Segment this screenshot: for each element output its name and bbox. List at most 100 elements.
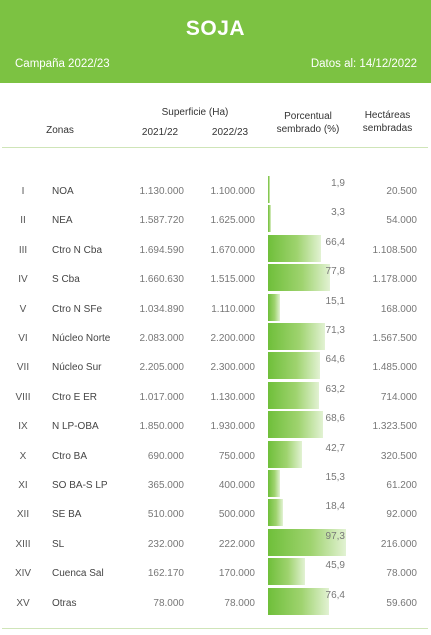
- table-row: IX N LP-OBA 1.850.000 1.930.000 68,6 1.323.50…: [0, 411, 431, 449]
- hectares-sown: 20.500: [386, 186, 417, 197]
- table-row: III Ctro N Cba 1.694.590 1.670.000 66,4 1.108…: [0, 234, 431, 273]
- col-header-porcentual-line2: sembrado (%): [276, 124, 340, 135]
- zone-number: II: [20, 215, 26, 227]
- progress-bar: [268, 558, 305, 586]
- table-row: VI Núcleo Norte 2.083.000 2.200.000 71,3 1.56…: [0, 323, 431, 361]
- surface-2021-22: 1.130.000: [139, 186, 185, 197]
- progress-bar: [268, 440, 303, 468]
- header-banner: SOJA Campaña 2022/23 Datos al: 14/12/202…: [0, 0, 431, 83]
- zone-name: Ctro BA: [52, 450, 88, 462]
- percent-sown: 64,6: [325, 354, 345, 366]
- zone-name: Núcleo Norte: [52, 333, 111, 344]
- surface-2022-23: 170.000: [218, 568, 255, 580]
- progress-bar: [268, 381, 319, 409]
- zone-name: Núcleo Sur: [52, 362, 102, 374]
- table-row: XIII SL 232.000 222.000 97,3 216.000: [0, 528, 431, 567]
- zone-name: S Cba: [52, 274, 80, 286]
- zone-name: Cuenca Sal: [52, 568, 104, 580]
- progress-bar: [268, 323, 326, 350]
- hectares-sown: 59.600: [386, 597, 417, 609]
- surface-2021-22: 1.660.630: [139, 274, 185, 286]
- percent-sown: 3,3: [331, 207, 345, 219]
- surface-2021-22: 1.034.890: [139, 303, 185, 315]
- zone-name: N LP-OBA: [52, 421, 99, 433]
- col-header-2021-22: 2021/22: [141, 127, 179, 138]
- table-row: XI SO BA-S LP 365.000 400.000 15,3 61.200: [0, 470, 431, 508]
- progress-bar: [268, 205, 271, 233]
- hectares-sown: 1.485.000: [372, 362, 418, 374]
- zone-number: XIV: [14, 568, 32, 580]
- hectares-sown: 320.500: [380, 450, 417, 462]
- zone-name: SE BA: [52, 509, 82, 521]
- zone-number: XII: [16, 509, 30, 521]
- hectares-sown: 1.108.500: [372, 244, 418, 256]
- zone-number: XV: [16, 597, 30, 609]
- col-header-porcentual-line1: Porcentual: [284, 111, 332, 122]
- zone-name: Ctro N Cba: [52, 244, 103, 256]
- table-row: V Ctro N SFe 1.034.890 1.110.000 15,1 168.000: [0, 293, 431, 332]
- surface-2021-22: 232.000: [147, 538, 184, 550]
- footer-divider: [2, 628, 428, 629]
- table-row: X Ctro BA 690.000 750.000 42,7 320.500: [0, 440, 431, 479]
- surface-2021-22: 162.170: [147, 568, 184, 580]
- col-header-2022-23: 2022/23: [211, 127, 249, 138]
- surface-2022-23: 400.000: [218, 480, 255, 491]
- table-row: VII Núcleo Sur 2.205.000 2.300.000 64,6 1.485…: [0, 352, 431, 390]
- percent-sown: 15,1: [325, 295, 345, 307]
- header-divider: [2, 147, 428, 148]
- surface-2021-22: 1.587.720: [139, 215, 185, 227]
- zone-number: I: [21, 186, 25, 197]
- surface-2021-22: 690.000: [147, 450, 184, 462]
- percent-sown: 66,4: [325, 236, 345, 248]
- hectares-sown: 54.000: [386, 215, 417, 227]
- hectares-sown: 1.323.500: [372, 421, 418, 433]
- zone-number: XI: [18, 480, 28, 491]
- table-row: XV Otras 78.000 78.000 76,4 59.600: [0, 587, 431, 626]
- surface-2022-23: 1.130.000: [210, 391, 256, 403]
- table-row: IV S Cba 1.660.630 1.515.000 77,8 1.178.000: [0, 264, 431, 302]
- surface-2021-22: 1.850.000: [139, 421, 185, 433]
- surface-2022-23: 2.300.000: [210, 362, 256, 374]
- surface-2022-23: 2.200.000: [210, 333, 256, 344]
- data-date: Datos al: 14/12/2022: [310, 58, 417, 70]
- surface-2022-23: 500.000: [218, 509, 255, 521]
- hectares-sown: 714.000: [380, 391, 417, 403]
- surface-2022-23: 750.000: [218, 450, 255, 462]
- table-row: II NEA 1.587.720 1.625.000 3,3 54.000: [0, 205, 431, 243]
- progress-bar: [268, 499, 283, 527]
- hectares-sown: 168.000: [380, 303, 417, 315]
- hectares-sown: 1.178.000: [372, 274, 418, 286]
- progress-bar: [268, 411, 323, 439]
- zone-number: X: [19, 450, 27, 462]
- table-row: XII SE BA 510.000 500.000 18,4 92.000: [0, 499, 431, 537]
- zone-name: Otras: [52, 597, 77, 609]
- table-row: I NOA 1.130.000 1.100.000 1,9 20.500: [0, 176, 431, 214]
- surface-2022-23: 1.625.000: [210, 215, 256, 227]
- percent-sown: 97,3: [325, 530, 345, 542]
- table-row: VIII Ctro E ER 1.017.000 1.130.000 63,2 714.0…: [0, 381, 431, 420]
- surface-2021-22: 2.205.000: [139, 362, 185, 374]
- surface-2022-23: 1.110.000: [211, 303, 255, 315]
- percent-sown: 18,4: [325, 501, 345, 513]
- progress-bar: [268, 352, 320, 380]
- percent-sown: 77,8: [325, 266, 345, 278]
- surface-2021-22: 365.000: [147, 480, 184, 491]
- surface-2021-22: 510.000: [147, 509, 184, 521]
- hectares-sown: 78.000: [386, 568, 417, 580]
- col-header-hectareas: Hectáreas sembradas: [350, 109, 425, 135]
- surface-2022-23: 78.000: [224, 597, 255, 609]
- zone-name: SL: [52, 538, 65, 550]
- col-header-porcentual: Porcentual sembrado (%): [268, 110, 348, 136]
- hectares-sown: 216.000: [380, 538, 417, 550]
- surface-2022-23: 1.670.000: [210, 244, 256, 256]
- progress-bar: [268, 587, 330, 615]
- campaign-label: Campaña 2022/23: [15, 58, 110, 70]
- zone-number: VI: [18, 333, 28, 344]
- hectares-sown: 1.567.500: [372, 333, 418, 344]
- surface-2021-22: 1.694.590: [139, 244, 185, 256]
- zone-number: V: [19, 303, 27, 315]
- percent-sown: 1,9: [331, 178, 345, 189]
- zone-number: IV: [18, 274, 28, 286]
- zone-number: III: [18, 244, 28, 256]
- surface-2021-22: 2.083.000: [139, 333, 185, 344]
